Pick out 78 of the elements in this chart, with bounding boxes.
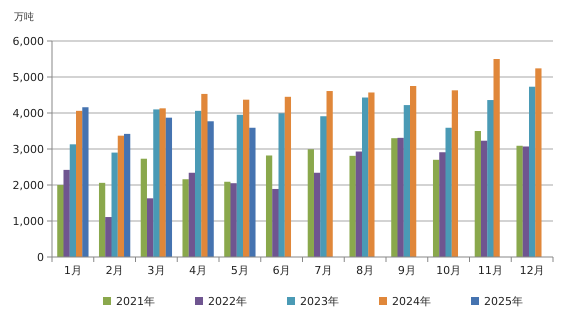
bar <box>278 113 285 257</box>
bar <box>326 91 333 257</box>
bar <box>397 138 404 257</box>
bar <box>249 128 256 257</box>
bar <box>105 217 112 257</box>
y-tick-label: 5,000 <box>12 70 44 84</box>
bar <box>76 110 82 257</box>
x-tick-label: 3月 <box>147 264 166 277</box>
bar <box>63 170 70 257</box>
bar <box>194 110 202 257</box>
x-tick-label: 6月 <box>272 264 291 277</box>
bar <box>153 109 160 257</box>
x-tick-label: 8月 <box>356 264 374 277</box>
y-tick-label: 1,000 <box>12 214 44 228</box>
bar <box>57 185 64 257</box>
bar <box>272 188 278 257</box>
bar <box>236 114 244 257</box>
bar <box>230 183 237 257</box>
y-tick-label: 6,000 <box>12 34 44 48</box>
bar <box>308 149 314 257</box>
bar <box>188 172 195 257</box>
x-tick-label: 12月 <box>520 264 545 277</box>
bar <box>535 68 542 257</box>
bar <box>124 134 130 257</box>
bar <box>266 155 272 257</box>
x-tick-label: 1月 <box>64 264 82 277</box>
bar <box>98 182 106 257</box>
bar <box>487 100 494 257</box>
legend-label: 2021年 <box>116 295 155 308</box>
bar <box>516 146 523 257</box>
y-tick-label: 4,000 <box>12 106 44 120</box>
y-axis-title: 万吨 <box>14 11 34 23</box>
y-tick-label: 3,000 <box>12 142 44 156</box>
legend-label: 2023年 <box>300 295 339 308</box>
bar <box>432 160 440 257</box>
x-tick-label: 10月 <box>436 264 462 277</box>
bar <box>160 108 166 257</box>
bar <box>410 86 416 257</box>
y-tick-label: 2,000 <box>12 178 44 192</box>
x-tick-label: 5月 <box>230 264 249 277</box>
bar <box>224 182 230 257</box>
bar <box>522 146 529 257</box>
x-tick-label: 11月 <box>478 264 503 277</box>
bar <box>494 59 500 257</box>
bar <box>391 138 398 257</box>
x-tick-label: 4月 <box>189 264 208 277</box>
bar <box>201 94 208 257</box>
bar <box>82 107 89 257</box>
bar <box>146 198 154 257</box>
x-tick-label: 9月 <box>398 264 416 277</box>
bar <box>362 98 368 257</box>
bar <box>118 136 124 257</box>
legend-label: 2022年 <box>208 295 247 308</box>
bar <box>349 156 356 257</box>
bar <box>284 96 292 257</box>
bar <box>452 90 458 257</box>
bar <box>314 172 320 257</box>
bar <box>439 152 446 257</box>
bar <box>480 140 488 257</box>
bar <box>368 92 375 257</box>
x-tick-label: 2月 <box>106 264 124 277</box>
legend-label: 2025年 <box>484 295 523 308</box>
bar <box>208 121 214 257</box>
bar <box>445 128 452 257</box>
bar <box>166 118 172 257</box>
legend-label: 2024年 <box>392 295 431 308</box>
y-tick-label: 0 <box>37 250 44 264</box>
bar <box>404 105 410 257</box>
bar <box>70 144 76 257</box>
bar <box>474 131 481 257</box>
bar <box>243 100 250 257</box>
bar <box>356 152 362 257</box>
bar <box>320 116 327 257</box>
bar <box>140 158 147 257</box>
bar <box>111 152 118 257</box>
x-tick-label: 7月 <box>314 264 332 277</box>
bar <box>182 179 189 257</box>
bar <box>528 86 536 257</box>
